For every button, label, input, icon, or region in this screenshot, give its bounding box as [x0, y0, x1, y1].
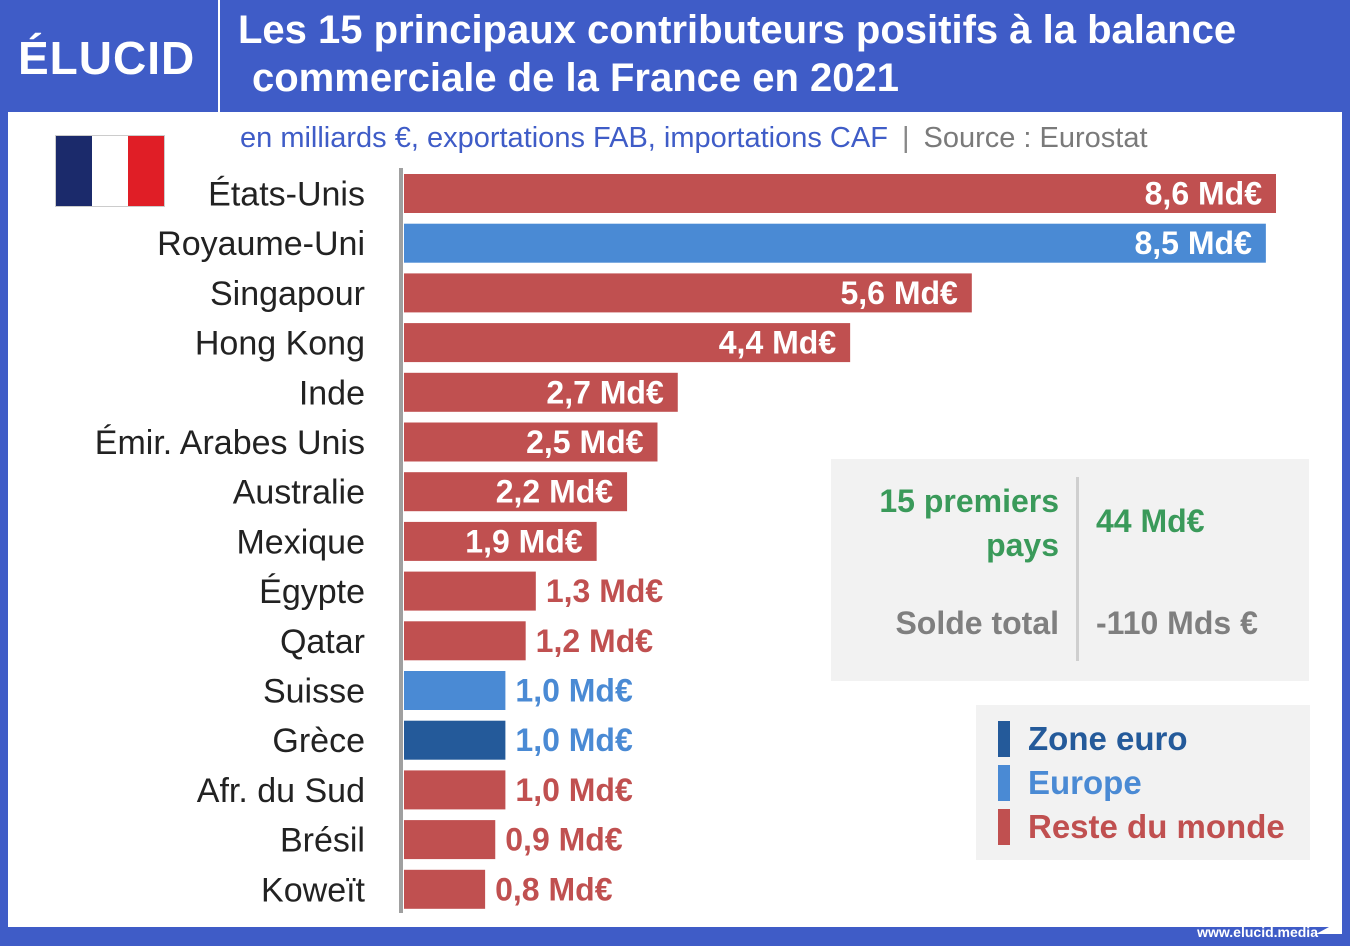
bar	[404, 869, 486, 909]
flag-stripe-blue	[56, 136, 92, 206]
data-label: 8,5 Md€	[1134, 225, 1252, 261]
bar	[404, 273, 972, 313]
category-label: Inde	[299, 374, 365, 412]
data-label: 1,2 Md€	[536, 623, 654, 659]
category-label: Grèce	[272, 722, 365, 760]
summary-total-value: -110 Mds €	[1096, 605, 1258, 641]
bar	[404, 223, 1266, 263]
bar	[404, 174, 1276, 213]
category-label: Afr. du Sud	[197, 772, 365, 810]
chart-subtitle: en milliards €, exportations FAB, import…	[240, 118, 1148, 158]
footer-logo-mark-icon	[1316, 920, 1342, 934]
category-label: Émir. Arabes Unis	[95, 424, 365, 462]
flag-stripe-red	[128, 136, 164, 206]
header: ÉLUCID Les 15 principaux contributeurs p…	[0, 0, 1350, 112]
bar	[404, 820, 496, 860]
bar	[404, 671, 506, 710]
chart-title: Les 15 principaux contributeurs positifs…	[238, 6, 1343, 102]
legend-label-zone-euro: Zone euro	[1028, 720, 1188, 757]
bar	[404, 372, 678, 412]
bar	[404, 323, 851, 363]
category-label: Mexique	[236, 523, 365, 561]
category-label: Singapour	[210, 275, 365, 313]
data-label: 4,4 Md€	[719, 325, 837, 361]
summary-top15-value: 44 Md€	[1096, 503, 1205, 539]
france-flag-icon	[56, 136, 164, 206]
category-label: États-Unis	[208, 176, 365, 214]
data-label: 1,0 Md€	[515, 722, 633, 758]
data-label: 2,2 Md€	[496, 474, 614, 510]
elucid-logo: ÉLUCID	[18, 32, 196, 84]
bar	[404, 770, 506, 810]
category-label: Égypte	[259, 573, 365, 611]
data-label: 1,9 Md€	[465, 523, 583, 559]
legend-label-reste-du-monde: Reste du monde	[1028, 808, 1285, 845]
title-line-2: commerciale de la France en 2021	[252, 56, 900, 100]
summary-top15-label: 15 premiers pays	[879, 483, 1059, 563]
data-label: 5,6 Md€	[840, 275, 958, 311]
source-note: Source : Eurostat	[923, 122, 1148, 154]
bar	[404, 472, 628, 512]
data-label: 0,8 Md€	[495, 871, 613, 907]
category-label: Brésil	[280, 822, 365, 860]
header-divider	[218, 0, 220, 112]
subtitle-separator: |	[901, 122, 910, 154]
data-label: 1,0 Md€	[515, 772, 633, 808]
category-label: Koweït	[261, 871, 365, 909]
legend-swatch-zone-euro	[998, 721, 1010, 757]
flag-stripe-white	[92, 136, 128, 206]
data-label: 2,7 Md€	[546, 374, 664, 410]
data-label: 1,3 Md€	[546, 573, 664, 609]
bar	[404, 621, 526, 661]
legend-label-europe: Europe	[1028, 764, 1142, 801]
bar	[404, 571, 536, 611]
bar	[404, 422, 658, 462]
data-label: 8,6 Md€	[1145, 176, 1263, 212]
category-label: Australie	[233, 474, 365, 512]
category-label: Qatar	[280, 623, 365, 661]
bar	[404, 720, 506, 760]
title-line-1: Les 15 principaux contributeurs positifs…	[238, 8, 1237, 52]
legend-swatch-europe	[998, 765, 1010, 801]
summary-divider	[1076, 477, 1079, 661]
data-label: 0,9 Md€	[505, 822, 623, 858]
units-note: en milliards €, exportations FAB, import…	[240, 122, 888, 154]
summary-total-label: Solde total	[895, 605, 1059, 641]
category-label: Suisse	[263, 673, 365, 711]
category-label: Hong Kong	[195, 325, 365, 363]
legend-swatch-reste-du-monde	[998, 809, 1010, 845]
bar	[404, 521, 597, 561]
y-axis-line	[399, 168, 403, 913]
data-label: 1,0 Md€	[515, 673, 633, 709]
legend: Zone euro Europe Reste du monde	[976, 705, 1310, 860]
category-label: Royaume-Uni	[157, 225, 365, 263]
data-label: 2,5 Md€	[526, 424, 644, 460]
summary-box: 15 premiers pays 44 Md€ Solde total -110…	[831, 459, 1309, 681]
footer-url: www.elucid.media	[1197, 924, 1318, 940]
